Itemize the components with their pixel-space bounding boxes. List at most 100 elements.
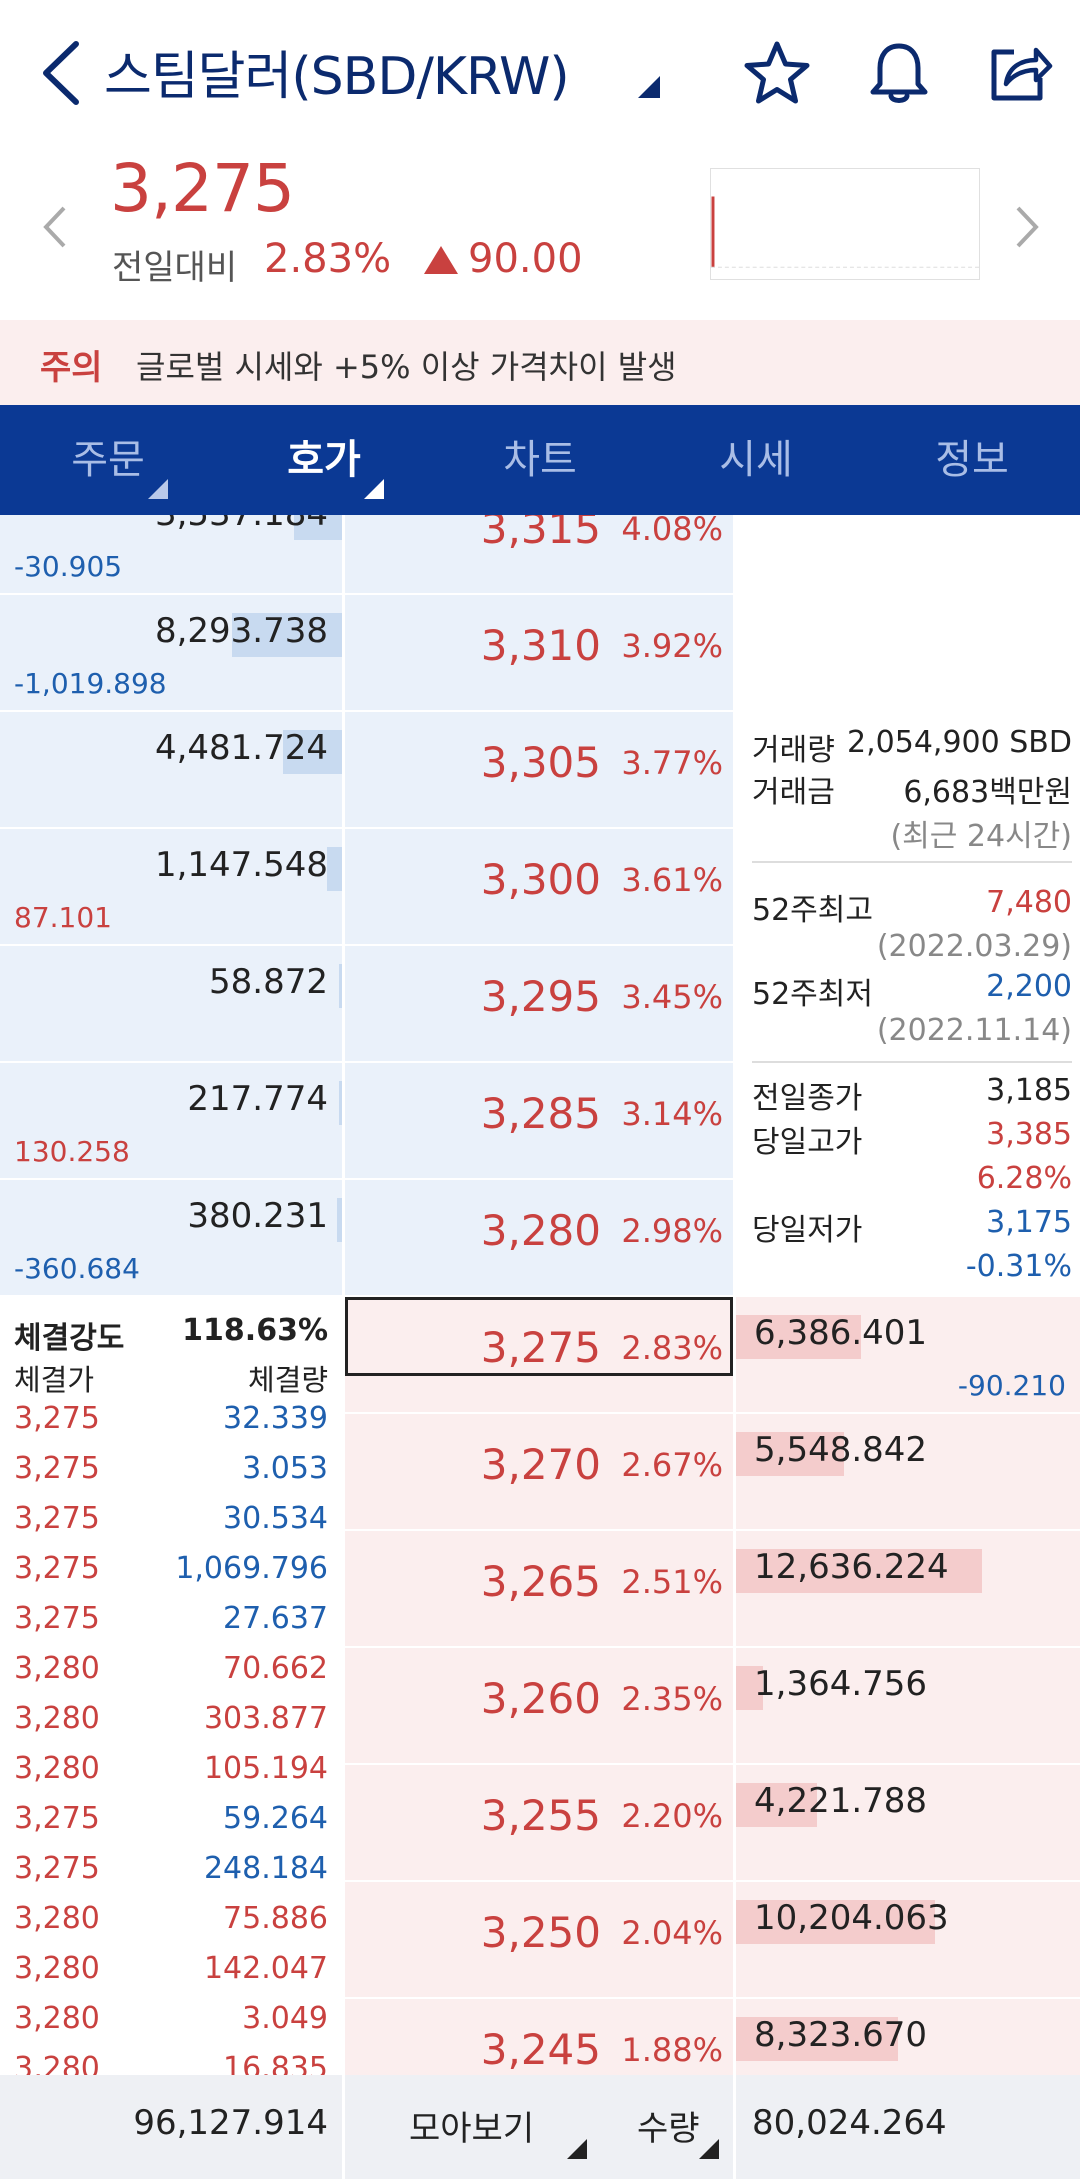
trade-row: 3,275 1,069.796 — [0, 1551, 342, 1601]
mini-chart[interactable] — [710, 168, 980, 280]
stat-52w-high: 52주최고 7,480 — [752, 885, 1072, 928]
ask-price: 3,310 — [480, 621, 601, 670]
trade-history: 체결강도 118.63% 체결가 체결량 3,275 32.339 3,275 3.0… — [0, 1295, 342, 2075]
ask-row[interactable]: 1,147.548 87.101 3,300 3.61% — [0, 829, 1080, 946]
bid-row[interactable]: 3,250 2.04% 10,204.063 — [0, 1882, 1080, 1999]
bid-volume-cell: 6,386.401 -90.210 — [736, 1297, 1080, 1412]
ask-volume: 4,481.724 — [154, 728, 328, 768]
ask-volume-cell: 8,293.738 -1,019.898 — [0, 595, 342, 710]
trade-qty: 59.264 — [223, 1801, 328, 1836]
ask-price-cell[interactable]: 3,295 3.45% — [345, 946, 733, 1061]
bid-volume-bar — [736, 1666, 764, 1710]
ask-volume-bar — [326, 847, 342, 891]
ask-price-cell[interactable]: 3,280 2.98% — [345, 1180, 733, 1295]
ask-percent: 3.14% — [621, 1095, 723, 1133]
bid-price-cell[interactable]: 3,250 2.04% — [345, 1882, 733, 1997]
bid-volume-cell: 10,204.063 — [736, 1882, 1080, 1997]
ask-price-cell[interactable]: 3,305 3.77% — [345, 712, 733, 827]
quantity-toggle-button[interactable]: 수량 — [637, 2109, 700, 2149]
ask-price: 3,300 — [480, 855, 601, 904]
bid-volume-bar — [736, 1900, 936, 1944]
trade-row: 3,275 248.184 — [0, 1851, 342, 1901]
ask-row[interactable]: 4,481.724 3,305 3.77% — [0, 712, 1080, 829]
bid-row[interactable]: 3,255 2.20% 4,221.788 — [0, 1765, 1080, 1882]
warning-tag: 주의 — [40, 348, 103, 388]
bid-volume: 4,221.788 — [754, 1781, 928, 1821]
ask-volume-change: 130.258 — [14, 1135, 130, 1168]
tab-orderbook[interactable]: 호가 — [287, 437, 361, 483]
ask-volume-bar — [294, 515, 342, 540]
tab-order-dropdown-icon — [148, 479, 168, 499]
bid-volume-bar — [736, 1549, 982, 1593]
bid-price-cell[interactable]: 3,275 2.83% — [345, 1297, 733, 1412]
bid-price: 3,270 — [480, 1440, 601, 1489]
trade-qty: 248.184 — [203, 1851, 328, 1886]
trade-row: 3,280 75.886 — [0, 1901, 342, 1951]
ask-row[interactable]: 380.231 -360.684 3,280 2.98% — [0, 1180, 1080, 1297]
tab-info[interactable]: 정보 — [935, 437, 1009, 483]
ask-row[interactable]: 217.774 130.258 3,285 3.14% — [0, 1063, 1080, 1180]
prev-coin-chevron-icon[interactable] — [40, 202, 70, 252]
bell-icon[interactable] — [864, 38, 934, 108]
star-icon[interactable] — [742, 38, 812, 108]
ask-row[interactable]: 3,537.184 -30.905 3,315 4.08% — [0, 515, 1080, 595]
ask-row[interactable]: 8,293.738 -1,019.898 3,310 3.92% — [0, 595, 1080, 712]
group-view-button[interactable]: 모아보기 — [409, 2109, 535, 2149]
ask-price: 3,315 — [480, 515, 601, 553]
bid-volume: 12,636.224 — [754, 1547, 949, 1587]
title-dropdown-icon[interactable] — [638, 76, 660, 98]
trade-row: 3,275 3.053 — [0, 1451, 342, 1501]
page-title[interactable]: 스팀달러(SBD/KRW) — [104, 47, 570, 107]
trade-price: 3,275 — [14, 1551, 100, 1586]
footer-bar: 96,127.914 모아보기 수량 80,024.264 — [0, 2075, 1080, 2179]
bid-price-cell[interactable]: 3,260 2.35% — [345, 1648, 733, 1763]
strength-value: 118.63% — [182, 1313, 328, 1348]
next-coin-chevron-icon[interactable] — [1012, 202, 1042, 252]
trade-row: 3,280 16.835 — [0, 2051, 342, 2075]
ask-price-cell[interactable]: 3,315 4.08% — [345, 515, 733, 593]
ask-price-cell[interactable]: 3,285 3.14% — [345, 1063, 733, 1178]
trade-qty: 27.637 — [223, 1601, 328, 1636]
ask-row[interactable]: 58.872 3,295 3.45% — [0, 946, 1080, 1063]
bid-price: 3,250 — [480, 1908, 601, 1957]
stat-day-low: 당일저가 3,175 — [752, 1205, 1072, 1248]
trade-row: 3,280 3.049 — [0, 2001, 342, 2051]
tab-market-price[interactable]: 시세 — [719, 437, 793, 483]
bid-row[interactable]: 3,265 2.51% 12,636.224 — [0, 1531, 1080, 1648]
bid-volume-change: -90.210 — [957, 1369, 1066, 1402]
trade-price: 3,275 — [14, 1401, 100, 1436]
ask-price-cell[interactable]: 3,310 3.92% — [345, 595, 733, 710]
ask-price: 3,280 — [480, 1206, 601, 1255]
bid-total: 80,024.264 — [736, 2075, 1080, 2179]
bid-price-cell[interactable]: 3,255 2.20% — [345, 1765, 733, 1880]
bid-price-cell[interactable]: 3,265 2.51% — [345, 1531, 733, 1646]
bid-row[interactable]: 3,245 1.88% 8,323.670 — [0, 1999, 1080, 2075]
bid-price: 3,245 — [480, 2025, 601, 2074]
bid-price: 3,265 — [480, 1557, 601, 1606]
trade-price: 3,280 — [14, 2051, 100, 2075]
tab-order[interactable]: 주문 — [71, 437, 145, 483]
trade-qty-header: 체결량 — [247, 1363, 328, 1397]
ask-price-cell[interactable]: 3,300 3.61% — [345, 829, 733, 944]
trade-row: 3,275 59.264 — [0, 1801, 342, 1851]
trade-qty: 3.049 — [242, 2001, 328, 2036]
warning-banner[interactable]: 주의 글로벌 시세와 +5% 이상 가격차이 발생 — [0, 320, 1080, 405]
trade-price: 3,280 — [14, 1951, 100, 1986]
bid-row[interactable]: 3,260 2.35% 1,364.756 — [0, 1648, 1080, 1765]
bid-price-cell[interactable]: 3,245 1.88% — [345, 1999, 733, 2075]
ask-volume-change: -30.905 — [14, 550, 123, 583]
stat-day-low-pct: -0.31% — [965, 1249, 1072, 1284]
bid-price-cell[interactable]: 3,270 2.67% — [345, 1414, 733, 1529]
share-icon[interactable] — [984, 38, 1054, 108]
bid-volume-cell: 4,221.788 — [736, 1765, 1080, 1880]
ask-volume: 3,537.184 — [155, 515, 328, 534]
order-book: 3,537.184 -30.905 3,315 4.08% 8,293.738 -1,01… — [0, 515, 1080, 2075]
stat-prev-close: 전일종가 3,185 — [752, 1073, 1072, 1116]
bid-row[interactable]: 3,275 2.83% 6,386.401 -90.210 — [0, 1297, 1080, 1414]
ask-percent: 2.98% — [621, 1212, 723, 1250]
back-icon[interactable] — [36, 38, 86, 108]
bid-row[interactable]: 3,270 2.67% 5,548.842 — [0, 1414, 1080, 1531]
tab-chart[interactable]: 차트 — [503, 437, 577, 483]
trade-qty: 142.047 — [203, 1951, 328, 1986]
bid-volume-cell: 8,323.670 — [736, 1999, 1080, 2075]
